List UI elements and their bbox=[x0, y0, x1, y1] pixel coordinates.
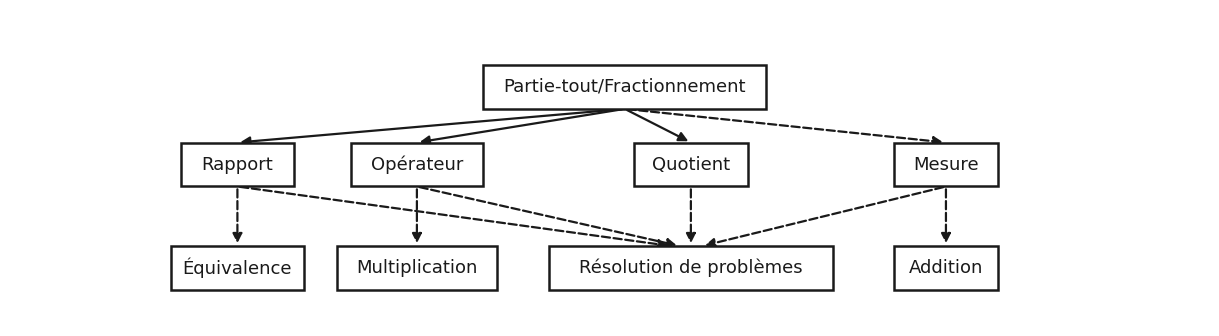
Bar bbox=[894, 142, 998, 186]
Bar bbox=[483, 65, 767, 109]
Text: Résolution de problèmes: Résolution de problèmes bbox=[579, 259, 802, 277]
Bar bbox=[634, 142, 747, 186]
Bar bbox=[894, 246, 998, 290]
Text: Opérateur: Opérateur bbox=[371, 155, 463, 174]
Text: Équivalence: Équivalence bbox=[183, 258, 293, 278]
Text: Partie-tout/Fractionnement: Partie-tout/Fractionnement bbox=[503, 78, 746, 96]
Text: Rapport: Rapport bbox=[201, 156, 273, 173]
Text: Addition: Addition bbox=[908, 259, 984, 277]
Bar bbox=[549, 246, 833, 290]
Bar bbox=[180, 142, 294, 186]
Bar bbox=[171, 246, 304, 290]
Text: Quotient: Quotient bbox=[652, 156, 730, 173]
Bar bbox=[336, 246, 497, 290]
Text: Multiplication: Multiplication bbox=[356, 259, 478, 277]
Bar bbox=[351, 142, 483, 186]
Text: Mesure: Mesure bbox=[913, 156, 979, 173]
